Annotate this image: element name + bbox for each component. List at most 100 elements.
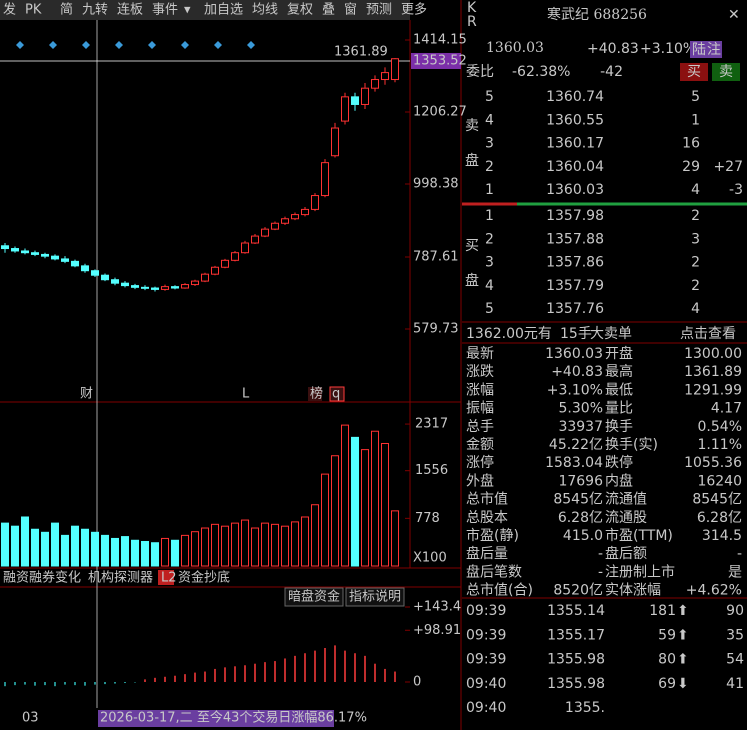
- status-bg: [98, 710, 334, 727]
- sell-btn[interactable]: [712, 63, 740, 81]
- buy-btn[interactable]: [680, 63, 708, 81]
- sell-btn-label[interactable]: 卖: [719, 64, 733, 80]
- order-price: 1357.76: [546, 301, 604, 317]
- volume-bar: [11, 525, 19, 567]
- volume-bar: [51, 522, 59, 567]
- candle-body: [131, 285, 139, 288]
- stat-value: 1055.36: [684, 455, 742, 471]
- price: 1360.03: [486, 40, 544, 56]
- candle-body: [41, 253, 49, 257]
- candle-body: [1, 245, 9, 250]
- order-volume: 4: [691, 182, 700, 198]
- y-tick-label: 1206.27: [413, 104, 467, 119]
- toolbar-button[interactable]: 叠: [322, 3, 335, 18]
- button-box: [284, 587, 344, 607]
- tag: 注: [707, 42, 721, 58]
- candle-body: [321, 162, 329, 197]
- stat-value: -: [598, 546, 603, 562]
- tab[interactable]: 资金抄底: [178, 570, 230, 586]
- marker-diamond: [247, 41, 255, 49]
- close-btn[interactable]: ✕: [728, 7, 740, 23]
- toolbar-button[interactable]: 复权: [287, 2, 313, 18]
- tag: 陆: [692, 42, 706, 58]
- candle-body: [251, 235, 259, 244]
- toolbar-button[interactable]: 加自选: [204, 3, 243, 18]
- event-marker[interactable]: 榜: [310, 386, 323, 402]
- event-marker[interactable]: 财: [80, 387, 93, 402]
- volume-bar: [271, 523, 279, 567]
- stat-value: 4.17: [711, 401, 742, 417]
- tick-count: 54: [726, 652, 744, 668]
- stat-label: 总手: [466, 419, 494, 435]
- flow-button[interactable]: 暗盘资金: [288, 589, 340, 605]
- toolbar-button[interactable]: 窗: [344, 2, 357, 18]
- volume-bar: [371, 430, 379, 567]
- toolbar-button[interactable]: 均线: [252, 3, 278, 18]
- order-volume: 2: [691, 208, 700, 224]
- current-price-label: 1353.52: [413, 53, 467, 68]
- stat-label: 换手: [605, 418, 633, 435]
- button-box: [345, 587, 405, 607]
- buy-btn-label[interactable]: 买: [687, 64, 701, 80]
- tick-time: 09:39: [466, 603, 506, 619]
- volume-bar: [221, 525, 229, 567]
- volume-bar: [231, 522, 239, 567]
- stat-value: 415.0: [563, 528, 603, 544]
- order-delta: -3: [729, 182, 743, 198]
- y-tick-label: +98.91: [413, 623, 461, 638]
- candle-body: [101, 274, 109, 281]
- tab[interactable]: 机构探测器: [88, 571, 153, 586]
- candle-body: [181, 284, 189, 289]
- candle-body: [81, 265, 89, 272]
- stat-label: 总股本: [466, 510, 508, 526]
- flow-button[interactable]: 指标说明: [349, 590, 401, 605]
- volume-bar: [31, 528, 39, 567]
- candle-body: [341, 96, 349, 122]
- toolbar-button[interactable]: 预测: [366, 3, 392, 18]
- side-label: 盘: [465, 272, 479, 289]
- side-label: 盘: [465, 152, 479, 169]
- big-order: 15手: [560, 326, 592, 342]
- volume-bar: [211, 523, 219, 567]
- volume-bar: [191, 531, 199, 567]
- stat-label: 内盘: [605, 472, 633, 489]
- tick-arrow: ⬇: [677, 676, 689, 692]
- stat-label: 最低: [605, 382, 633, 398]
- y-tick-label: 1414.15: [413, 32, 467, 47]
- candle-body: [261, 228, 269, 237]
- toolbar-button[interactable]: 更多: [401, 2, 427, 18]
- tick-price: 1355.98: [547, 652, 605, 668]
- marker-diamond: [214, 41, 222, 49]
- tag-bg: [690, 41, 722, 58]
- toolbar-button[interactable]: PK: [25, 3, 42, 18]
- tab[interactable]: L2: [161, 571, 177, 586]
- order-price: 1360.74: [546, 89, 604, 105]
- stat-value: 45.22亿: [549, 437, 603, 453]
- toolbar-button[interactable]: 简: [60, 2, 73, 18]
- stat-label: 最高: [605, 363, 633, 380]
- volume-bar: [151, 542, 159, 567]
- big-order[interactable]: 点击查看: [680, 326, 736, 342]
- y-tick-label: 2317: [415, 417, 448, 432]
- stock-name: 寒武纪 688256: [547, 6, 647, 23]
- volume-bar: [131, 539, 139, 567]
- unit-label: X100: [413, 551, 447, 566]
- tick-volume: 69: [658, 676, 676, 692]
- toolbar-button[interactable]: 发: [3, 2, 16, 18]
- toolbar-button[interactable]: 九转: [82, 3, 108, 18]
- event-marker[interactable]: q: [332, 387, 340, 402]
- tab[interactable]: 融资融券变化: [3, 570, 81, 586]
- candle-body: [281, 218, 289, 224]
- order-volume: 2: [691, 278, 700, 294]
- toolbar-button[interactable]: 连板: [117, 2, 143, 18]
- toolbar: [0, 0, 410, 20]
- stat-value: 1300.00: [684, 346, 742, 362]
- candle-body: [31, 252, 39, 255]
- volume-bar: [81, 528, 89, 567]
- order-price: 1360.03: [546, 182, 604, 198]
- toolbar-button[interactable]: 事件: [152, 3, 178, 18]
- tick-volume: 181: [649, 603, 676, 619]
- event-marker[interactable]: L: [242, 387, 250, 402]
- candle-body: [91, 270, 99, 276]
